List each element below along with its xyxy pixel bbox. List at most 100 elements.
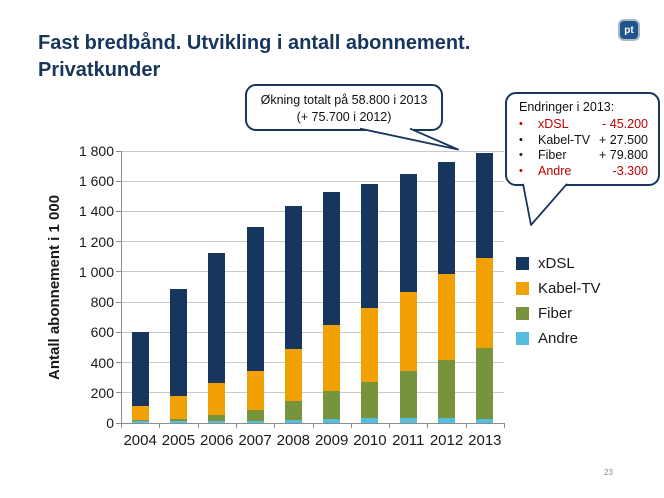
x-tick-0 xyxy=(121,423,122,428)
x-tick-7 xyxy=(389,423,391,428)
gridline-1600 xyxy=(121,180,504,182)
bar-segment-andre-2012 xyxy=(438,418,456,423)
page-title: Fast bredbånd. Utvikling i antall abonne… xyxy=(38,30,598,84)
y-tick-600 xyxy=(116,331,121,333)
x-tick-label-2007: 2007 xyxy=(238,432,272,449)
callout-changes-title: Endringer i 2013: xyxy=(519,100,615,114)
bullet-icon: • xyxy=(519,164,523,177)
bar-segment-xdsl-2013 xyxy=(476,152,494,259)
legend-item-fiber: Fiber xyxy=(516,301,601,326)
callout-total-line1: Økning totalt på 58.800 i 2013 xyxy=(260,93,428,107)
y-tick-1400 xyxy=(116,210,121,212)
chart-legend: xDSL Kabel-TV Fiber Andre xyxy=(516,251,601,351)
y-axis-line xyxy=(121,151,122,423)
change-value: + 79.800 xyxy=(598,148,648,163)
change-value: - 45.200 xyxy=(602,117,648,131)
bar-segment-andre-2009 xyxy=(323,419,341,423)
bar-segment-kabel-tv-2009 xyxy=(323,325,341,391)
bullet-icon: • xyxy=(519,133,523,146)
legend-swatch-andre xyxy=(516,332,529,345)
callout-changes: Endringer i 2013: • xDSL - 45.200 • Kabel-TV… xyxy=(505,92,660,186)
callout-total-line2: (+ 75.700 i 2012) xyxy=(296,109,392,124)
legend-label-fiber: Fiber xyxy=(538,305,573,322)
gridline-400 xyxy=(121,362,504,364)
x-tick-2 xyxy=(197,423,199,428)
bar-segment-andre-2005 xyxy=(169,421,187,423)
bar-segment-andre-2008 xyxy=(284,419,302,423)
bar-segment-xdsl-2009 xyxy=(323,191,341,326)
y-tick-1600 xyxy=(116,180,121,182)
bar-segment-xdsl-2006 xyxy=(208,253,226,384)
bar-segment-kabel-tv-2004 xyxy=(131,405,149,420)
change-label: Andre xyxy=(538,163,572,178)
change-row-andre: • Andre -3.300 xyxy=(519,164,648,180)
y-tick-label-400: 400 xyxy=(90,354,114,371)
y-tick-label-1800: 1 800 xyxy=(78,143,114,159)
legend-item-andre: Andre xyxy=(516,326,601,351)
page-title-line1: Fast bredbånd. Utvikling i antall abonne… xyxy=(38,32,471,54)
y-tick-1000 xyxy=(116,271,121,273)
bar-segment-xdsl-2008 xyxy=(284,206,302,349)
y-tick-800 xyxy=(116,301,121,303)
x-tick-label-2009: 2009 xyxy=(314,432,349,449)
y-tick-label-0: 0 xyxy=(106,415,114,431)
pt-logo: pt xyxy=(618,19,640,41)
legend-label-andre: Andre xyxy=(538,330,579,347)
bar-segment-andre-2007 xyxy=(246,420,264,423)
callout-changes-tail xyxy=(522,183,568,226)
y-tick-1800 xyxy=(116,150,121,152)
bar-segment-kabel-tv-2012 xyxy=(438,274,456,360)
bar-segment-andre-2011 xyxy=(399,417,417,423)
gridline-1200 xyxy=(121,241,504,243)
y-tick-400 xyxy=(116,362,121,364)
x-tick-label-2011: 2011 xyxy=(392,432,425,449)
bar-segment-xdsl-2012 xyxy=(438,161,456,274)
bar-segment-fiber-2009 xyxy=(323,390,341,420)
page-title-line2: Privatkunder xyxy=(38,59,161,81)
bar-segment-kabel-tv-2010 xyxy=(361,308,379,383)
legend-swatch-kabel-tv xyxy=(516,282,529,295)
bar-segment-kabel-tv-2011 xyxy=(399,292,417,372)
x-axis-line xyxy=(121,422,505,424)
legend-swatch-fiber xyxy=(516,307,529,320)
y-tick-label-1600: 1 600 xyxy=(78,173,114,190)
y-tick-label-1200: 1 200 xyxy=(78,233,114,250)
legend-item-kabel-tv: Kabel-TV xyxy=(516,276,601,301)
gridline-800 xyxy=(121,301,504,303)
gridline-1800 xyxy=(121,150,504,152)
bar-segment-fiber-2004 xyxy=(131,419,149,422)
y-tick-label-800: 800 xyxy=(90,294,114,311)
x-tick-9 xyxy=(465,423,467,428)
bar-segment-fiber-2006 xyxy=(208,414,226,421)
bullet-icon: • xyxy=(519,149,523,162)
callout-total-tail xyxy=(359,127,459,151)
page-number: 23 xyxy=(604,468,613,477)
change-value: -3.300 xyxy=(612,163,648,178)
bar-segment-andre-2013 xyxy=(476,418,494,423)
change-label: Kabel-TV xyxy=(538,132,591,147)
x-tick-4 xyxy=(274,423,276,428)
bar-segment-xdsl-2011 xyxy=(399,173,417,293)
change-label: Fiber xyxy=(538,148,567,163)
y-tick-label-600: 600 xyxy=(90,324,114,341)
gridline-1000 xyxy=(121,271,504,273)
bar-segment-kabel-tv-2007 xyxy=(246,371,264,411)
pt-logo-text: pt xyxy=(624,24,634,36)
bar-segment-xdsl-2004 xyxy=(131,332,149,406)
bar-segment-andre-2004 xyxy=(131,421,149,423)
y-tick-label-200: 200 xyxy=(90,384,114,401)
y-tick-0 xyxy=(116,422,121,424)
change-label: xDSL xyxy=(538,117,569,131)
legend-label-xdsl: xDSL xyxy=(538,255,575,272)
x-tick-label-2012: 2012 xyxy=(429,432,464,449)
x-tick-label-2004: 2004 xyxy=(123,432,157,449)
bar-segment-kabel-tv-2005 xyxy=(169,395,187,419)
bar-segment-fiber-2010 xyxy=(361,382,379,419)
bar-segment-fiber-2013 xyxy=(476,348,494,419)
legend-label-kabel-tv: Kabel-TV xyxy=(538,280,601,297)
change-value: + 27.500 xyxy=(598,132,648,147)
x-tick-1 xyxy=(159,423,161,428)
legend-swatch-xdsl xyxy=(516,257,529,270)
y-tick-label-1000: 1 000 xyxy=(78,263,114,280)
change-row-kabel-tv: • Kabel-TV + 27.500 xyxy=(519,133,648,149)
